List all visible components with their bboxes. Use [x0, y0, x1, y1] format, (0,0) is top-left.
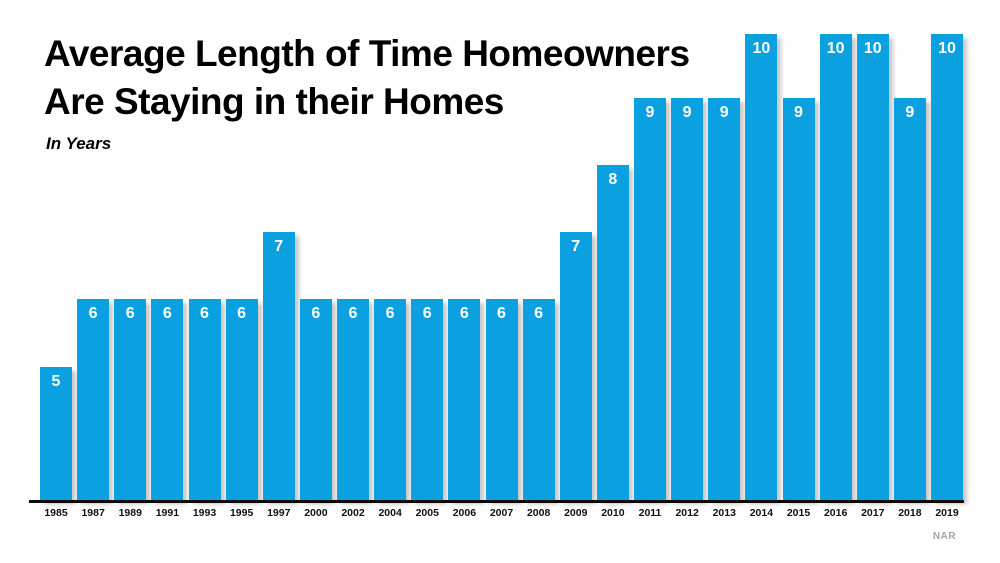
bar: 6	[188, 299, 221, 500]
x-tick-label: 2010	[601, 507, 625, 519]
bar-value-label: 9	[905, 104, 915, 121]
bar-value-label: 6	[200, 305, 209, 322]
bar-value-label: 10	[752, 40, 771, 57]
x-tick-label: 2007	[489, 507, 514, 519]
x-tick-label: 2015	[786, 507, 811, 519]
bar: 10	[931, 34, 963, 500]
bar: 7	[559, 232, 592, 500]
bar: 6	[448, 299, 481, 500]
bar-value-label: 9	[682, 104, 692, 121]
bar-value-label: 5	[51, 373, 61, 390]
bar-value-label: 7	[571, 238, 581, 255]
x-tick-label: 1993	[192, 507, 217, 519]
bar: 6	[522, 299, 555, 500]
bar-value-label: 6	[88, 305, 98, 322]
bar-value-label: 6	[497, 305, 506, 322]
bar: 6	[411, 299, 444, 500]
bar-value-label: 10	[938, 40, 956, 57]
x-tick-label: 2002	[341, 507, 365, 519]
bar: 6	[374, 299, 407, 500]
x-tick-label: 2000	[304, 507, 328, 519]
x-tick-label: 2017	[861, 507, 885, 519]
bar: 9	[893, 98, 926, 500]
bar: 6	[151, 299, 184, 500]
bar: 9	[671, 98, 704, 500]
x-tick-label: 2013	[712, 507, 736, 519]
bar-value-label: 7	[274, 238, 284, 255]
bar: 10	[745, 34, 778, 500]
page-title: Average Length of Time Homeowners Are St…	[44, 30, 690, 126]
bar-value-label: 6	[534, 305, 544, 322]
bar-value-label: 6	[385, 305, 395, 322]
x-tick-label: 2004	[378, 507, 402, 519]
bar-value-label: 10	[826, 40, 845, 57]
bar-value-label: 9	[645, 104, 655, 121]
x-tick-label: 2006	[452, 507, 477, 519]
x-tick-label: 1989	[118, 507, 142, 519]
bar-value-label: 10	[863, 40, 882, 57]
bar-value-label: 6	[422, 305, 432, 322]
x-tick-label: 2008	[526, 507, 551, 519]
bar: 6	[485, 299, 518, 500]
x-tick-label: 2016	[823, 507, 848, 519]
x-tick-label: 1985	[44, 507, 68, 519]
bar: 9	[634, 98, 666, 500]
x-tick-label: 2014	[749, 507, 774, 519]
bar: 6	[225, 299, 258, 500]
bar: 6	[299, 299, 332, 500]
x-axis-line	[29, 500, 964, 503]
x-tick-label: 1997	[267, 507, 291, 519]
bar-value-label: 9	[719, 104, 729, 121]
bar: 9	[708, 98, 741, 500]
bar-value-label: 6	[348, 305, 358, 322]
x-tick-label: 2005	[415, 507, 439, 519]
bar-value-label: 6	[459, 305, 469, 322]
chart-subtitle: In Years	[46, 134, 112, 153]
bar: 8	[596, 165, 629, 500]
bar: 6	[77, 299, 110, 500]
bar: 7	[262, 232, 295, 500]
title-line-2: Are Staying in their Homes	[44, 81, 504, 122]
x-tick-label: 2012	[675, 507, 699, 519]
bar-value-label: 6	[162, 305, 172, 322]
source-label: NAR	[932, 531, 956, 542]
bar-value-label: 6	[311, 305, 321, 322]
bar: 5	[40, 367, 72, 500]
x-tick-label: 1991	[155, 507, 180, 519]
bar: 6	[114, 299, 147, 500]
bar-value-label: 6	[237, 305, 247, 322]
bar-value-label: 9	[794, 104, 803, 121]
x-tick-label: 1987	[81, 507, 105, 519]
x-tick-label: 2009	[564, 507, 588, 519]
bar: 10	[856, 34, 889, 500]
title-line-1: Average Length of Time Homeowners	[44, 33, 690, 74]
bar-value-label: 8	[608, 171, 618, 188]
bar: 9	[782, 98, 815, 500]
bar: 6	[337, 299, 369, 500]
x-tick-label: 2018	[898, 507, 922, 519]
bar-value-label: 6	[125, 305, 135, 322]
bar: 10	[819, 34, 852, 500]
x-tick-label: 2019	[935, 507, 959, 519]
x-tick-label: 2011	[638, 507, 662, 519]
x-tick-label: 1995	[229, 507, 254, 519]
